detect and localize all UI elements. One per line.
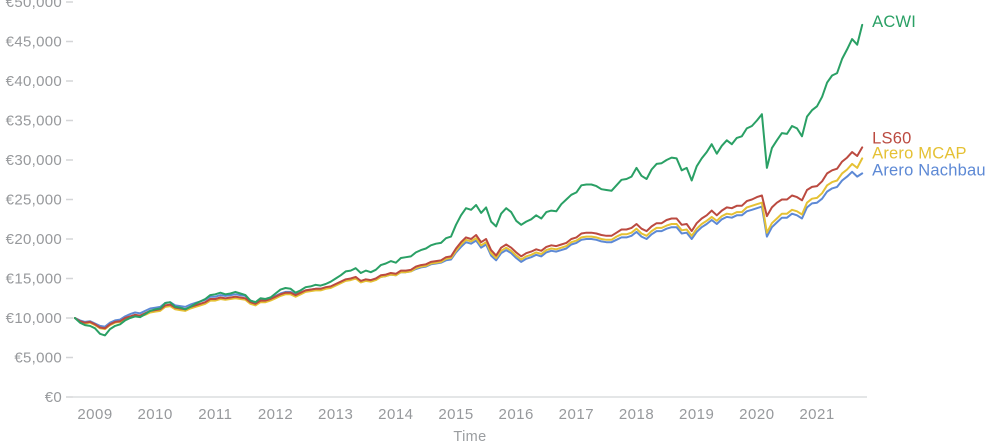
y-axis-tick-label: €50,000 <box>6 0 62 11</box>
series-line-arero-mcap <box>73 157 864 331</box>
y-axis-tick-label: €35,000 <box>6 113 62 130</box>
y-axis-tick-label: €30,000 <box>6 152 62 169</box>
series-label-arero-mcap: Arero MCAP <box>872 144 967 162</box>
y-axis-tick-label: €40,000 <box>6 73 62 90</box>
y-axis-tick-label: €20,000 <box>6 231 62 248</box>
series-label-acwi: ACWI <box>872 13 916 31</box>
y-axis-tick-label: €10,000 <box>6 310 62 327</box>
x-axis-tick-label: 2019 <box>679 406 714 423</box>
x-axis-tick-label: 2020 <box>739 406 774 423</box>
y-axis: €0 €5,000 €10,000 €15,000 €20,000 €25,000 €30,… <box>6 0 73 406</box>
x-axis-tick-label: 2009 <box>77 406 112 423</box>
x-axis-tick-label: 2011 <box>198 406 232 423</box>
y-axis-tick-label: €25,000 <box>6 192 62 209</box>
x-axis-tick-label: 2012 <box>258 406 293 423</box>
x-axis-tick-label: 2018 <box>619 406 654 423</box>
x-axis-tick-label: 2010 <box>137 406 172 423</box>
x-axis-tick-label: 2021 <box>799 406 834 423</box>
x-axis-tick-label: 2014 <box>378 406 413 423</box>
series-line-acwi <box>73 23 864 337</box>
x-axis-tick-label: 2015 <box>438 406 473 423</box>
y-axis-tick-label: €45,000 <box>6 34 62 51</box>
y-axis-tick-label: €0 <box>45 389 62 406</box>
series-line-ls60 <box>73 146 864 330</box>
x-axis-tick-label: 2016 <box>499 406 534 423</box>
y-axis-tick-label: €15,000 <box>6 271 62 288</box>
x-axis-title: Time <box>453 429 486 445</box>
x-axis: 2009 2010 2011 2012 2013 2014 2015 2016 2017 2018… <box>72 396 867 423</box>
series-lines <box>73 23 864 337</box>
x-axis-tick-label: 2013 <box>318 406 353 423</box>
series-line-arero-nachbau <box>73 170 864 328</box>
series-label-ls60: LS60 <box>872 129 911 147</box>
x-axis-tick-label: 2017 <box>559 406 594 423</box>
series-label-arero-nachbau: Arero Nachbau <box>872 161 986 179</box>
y-axis-tick-label: €5,000 <box>14 350 62 367</box>
